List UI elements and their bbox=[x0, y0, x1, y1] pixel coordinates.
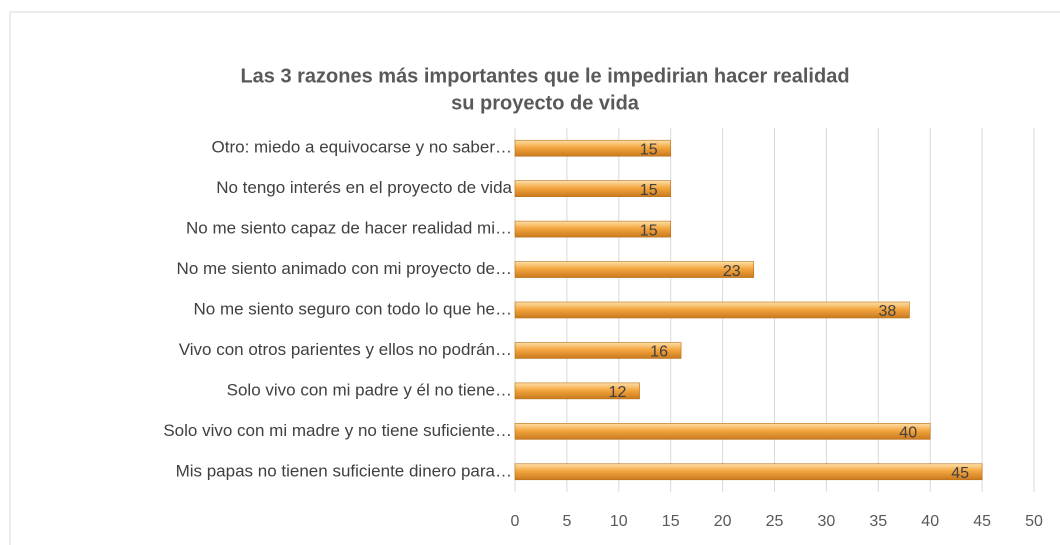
value-label: 12 bbox=[609, 384, 627, 401]
y-tick-label: No me siento seguro con todo lo que he… bbox=[194, 299, 512, 318]
value-label: 16 bbox=[650, 344, 668, 361]
bar bbox=[514, 180, 671, 197]
x-tick-label: 40 bbox=[921, 513, 939, 530]
y-tick-label: No me siento capaz de hacer realidad mi… bbox=[186, 219, 512, 238]
bar bbox=[514, 463, 983, 481]
bar bbox=[514, 342, 682, 359]
y-tick-label: Solo vivo con mi padre y él no tiene… bbox=[227, 380, 512, 399]
bar bbox=[514, 423, 931, 440]
value-label: 45 bbox=[951, 465, 969, 482]
value-label: 38 bbox=[879, 303, 897, 320]
value-label: 15 bbox=[640, 182, 658, 199]
x-tick-label: 5 bbox=[562, 513, 571, 530]
bar bbox=[514, 139, 671, 157]
x-tick-label: 50 bbox=[1025, 513, 1043, 530]
x-tick-label: 30 bbox=[818, 513, 836, 530]
x-tick-label: 35 bbox=[869, 513, 887, 530]
bar bbox=[514, 382, 640, 400]
y-tick-label: No tengo interés en el proyecto de vida bbox=[216, 178, 512, 197]
x-tick-label: 20 bbox=[714, 513, 732, 530]
y-tick-label: Vivo con otros parientes y ellos no podr… bbox=[179, 340, 512, 359]
chart-title: Las 3 razones más importantes que le imp… bbox=[240, 65, 849, 87]
chart-frame bbox=[9, 11, 1060, 545]
x-tick-label: 0 bbox=[511, 513, 520, 530]
x-tick-label: 45 bbox=[973, 513, 991, 530]
value-label: 15 bbox=[640, 141, 658, 158]
x-tick-label: 25 bbox=[766, 513, 784, 530]
x-tick-label: 10 bbox=[610, 513, 628, 530]
bar bbox=[514, 261, 755, 278]
value-label: 15 bbox=[640, 222, 658, 239]
y-tick-label: Solo vivo con mi madre y no tiene sufici… bbox=[163, 421, 512, 440]
y-tick-label: Otro: miedo a equivocarse y no saber… bbox=[212, 138, 512, 157]
y-tick-label: Mis papas no tienen suficiente dinero pa… bbox=[176, 461, 512, 480]
chart-title: su proyecto de vida bbox=[451, 92, 640, 114]
x-tick-label: 15 bbox=[662, 513, 680, 530]
value-label: 23 bbox=[723, 263, 741, 280]
y-tick-label: No me siento animado con mi proyecto de… bbox=[177, 259, 512, 278]
bar bbox=[514, 301, 910, 319]
value-label: 40 bbox=[899, 425, 917, 442]
bar bbox=[514, 220, 671, 238]
